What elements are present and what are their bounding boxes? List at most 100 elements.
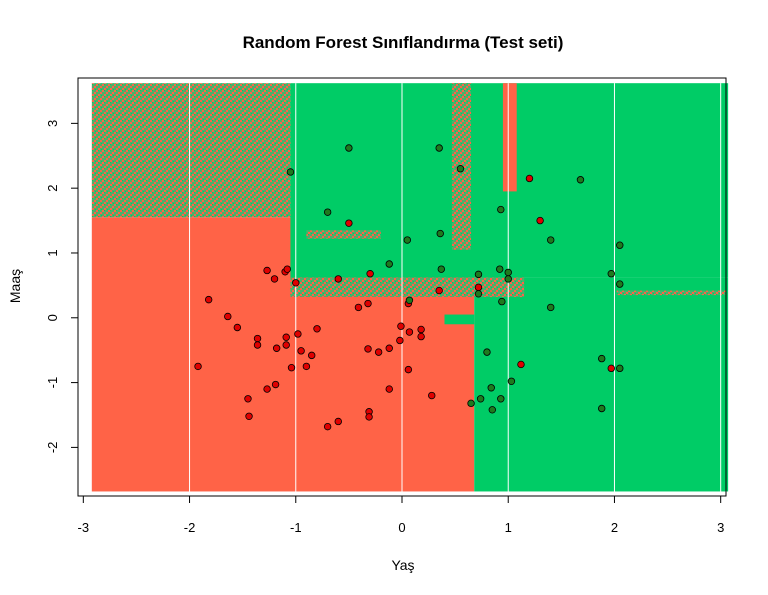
data-point-class-1 [547,236,555,244]
data-point-class-1 [474,270,483,279]
data-point-class-1 [476,395,485,403]
data-point-class-0 [385,385,393,393]
data-point-class-0 [385,344,393,352]
data-point-class-1 [607,270,615,278]
data-point-class-0 [244,395,252,403]
data-point-class-0 [397,322,405,330]
x-tick-label: 2 [611,520,618,535]
decision-region-class-0-mixed [306,230,381,239]
data-points [194,144,624,431]
data-point-class-0 [224,312,232,321]
data-point-class-0 [253,341,262,349]
data-point-class-0 [396,336,404,345]
x-axis: -3 -2 -1 0 1 2 3 [78,495,724,535]
data-point-class-1 [403,236,412,244]
data-point-class-1 [504,275,512,283]
data-point-class-1 [345,144,353,152]
data-point-class-1 [437,265,446,273]
x-axis-label: Yaş [391,557,414,573]
decision-region-class-0-mixed [616,290,726,296]
x-tick-label: 3 [717,520,724,535]
data-point-class-1 [576,176,585,184]
y-axis: -2 -1 0 1 2 3 [45,120,79,454]
data-point-class-1 [405,296,414,304]
y-tick-label: 3 [45,120,60,127]
data-point-class-1 [436,229,444,238]
data-point-class-1 [497,395,505,403]
data-point-class-0 [536,216,544,225]
y-axis-label: Maaş [7,269,23,303]
data-point-class-0 [364,345,372,353]
decision-region-class-1 [476,317,525,354]
data-point-class-0 [272,344,281,352]
data-point-class-1 [504,268,512,277]
data-point-class-0 [417,332,425,341]
data-point-class-0 [245,412,253,420]
data-point-class-1 [456,165,465,173]
data-point-class-0 [525,174,534,183]
data-point-class-1 [547,303,555,312]
data-point-class-1 [616,241,624,249]
data-point-class-1 [483,348,491,356]
data-point-class-1 [497,205,505,214]
data-point-class-1 [616,364,624,373]
data-point-class-1 [323,208,332,216]
x-tick-label: -3 [78,520,90,535]
data-point-class-0 [302,362,311,371]
data-point-class-0 [334,417,342,426]
data-point-class-0 [323,422,332,431]
data-point-class-0 [405,328,414,336]
data-point-class-0 [366,270,374,278]
y-tick-label: 0 [45,314,60,321]
decision-region-class-0-mixed [91,83,291,218]
data-point-class-1 [598,404,606,413]
data-point-class-0 [308,351,316,360]
decision-region-class-1 [444,314,475,325]
data-point-class-1 [507,377,516,385]
data-point-class-0 [435,286,443,295]
x-tick-label: -2 [184,520,196,535]
data-point-class-1 [286,168,295,176]
data-point-class-1 [385,260,393,268]
data-point-class-0 [294,330,302,338]
data-point-class-0 [313,325,321,333]
decision-region-class-0 [502,83,517,192]
y-tick-label: -1 [45,377,60,389]
data-point-class-0 [607,364,615,373]
data-point-class-0 [354,303,363,312]
data-point-class-1 [435,144,443,152]
data-point-class-0 [297,347,305,355]
data-point-class-0 [417,325,425,334]
decision-region-class-1 [474,277,729,492]
data-point-class-0 [282,341,290,349]
grid-lines [82,83,722,492]
data-point-class-0 [271,380,280,389]
x-tick-label: 1 [505,520,512,535]
data-point-class-0 [233,323,242,332]
x-tick-label: 0 [398,520,405,535]
data-point-class-0 [517,360,525,369]
y-tick-label: 1 [45,249,60,256]
data-point-class-0 [364,299,372,308]
data-point-class-0 [292,279,300,287]
data-point-class-0 [194,362,202,371]
data-point-class-0 [334,275,342,283]
data-point-class-0 [428,391,436,400]
data-point-class-0 [282,333,290,341]
data-point-class-1 [498,297,506,306]
y-tick-label: -2 [45,442,60,454]
data-point-class-1 [496,265,504,273]
data-point-class-1 [598,354,606,363]
data-point-class-0 [204,295,213,304]
data-point-class-1 [487,384,495,392]
decision-region-class-0-mixed [290,277,525,298]
data-point-class-0 [253,334,262,343]
data-point-class-0 [270,275,279,283]
data-point-class-0 [263,385,271,393]
data-point-class-1 [488,406,496,414]
x-tick-label: -1 [290,520,302,535]
data-point-class-0 [374,348,383,356]
y-tick-label: 2 [45,185,60,192]
data-point-class-0 [365,413,373,421]
